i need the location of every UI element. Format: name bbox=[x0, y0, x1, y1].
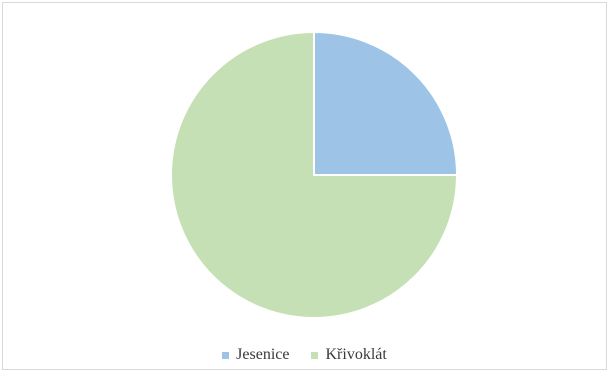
pie-slice-0 bbox=[313, 30, 459, 176]
legend-item-krivoklat: Křivoklát bbox=[311, 346, 387, 364]
chart-area: Jesenice Křivoklát bbox=[2, 2, 607, 370]
pie-chart bbox=[170, 30, 459, 319]
legend-label-krivoklat: Křivoklát bbox=[325, 346, 387, 363]
legend: Jesenice Křivoklát bbox=[3, 346, 606, 364]
legend-swatch-krivoklat bbox=[311, 351, 319, 359]
legend-item-jesenice: Jesenice bbox=[222, 346, 289, 364]
legend-label-jesenice: Jesenice bbox=[236, 346, 290, 363]
pie-slice-1 bbox=[170, 30, 459, 319]
legend-swatch-jesenice bbox=[222, 351, 230, 359]
